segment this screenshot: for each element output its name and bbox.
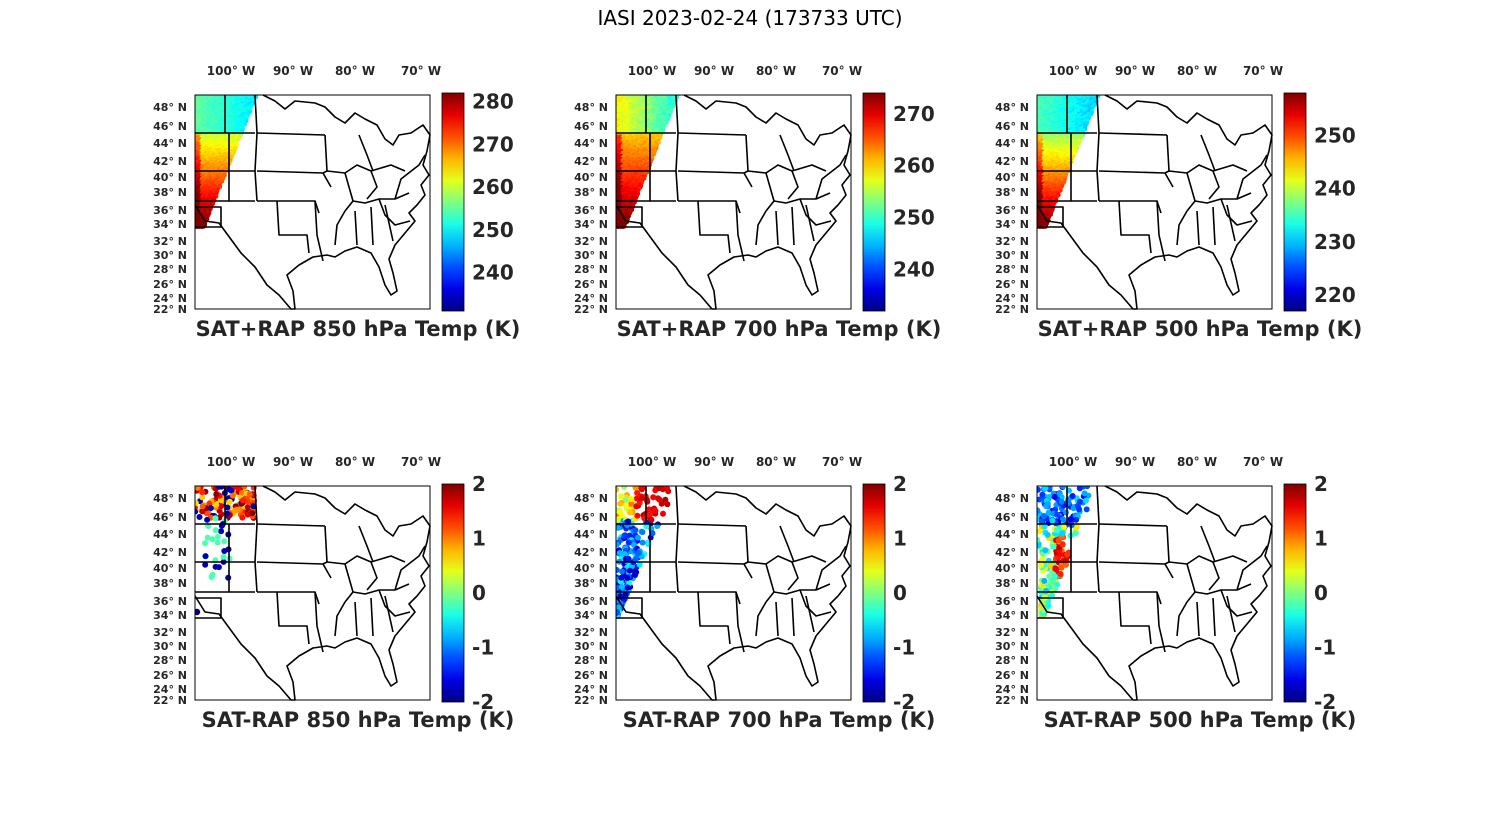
lat-tick-label: 24° N (574, 292, 608, 305)
lon-tick-label: 70° W (401, 64, 441, 78)
lat-tick-label: 48° N (574, 101, 608, 114)
lat-tick-label: 30° N (995, 249, 1029, 262)
map-svg: 100° W 90° W 80° W 70° W 48° N 46° N 44° N 42° … (995, 64, 1356, 316)
lat-tick-label: 46° N (995, 120, 1029, 133)
map-panel: 100° W 90° W 80° W 70° W 48° N 46° N 44° N 42° … (135, 60, 575, 360)
observation-swath (616, 95, 681, 229)
lon-tick-label: 70° W (1243, 64, 1283, 78)
coastline (615, 94, 852, 310)
lat-tick-label: 46° N (153, 120, 187, 133)
observation-swath (195, 95, 259, 229)
lat-tick-label: 34° N (153, 218, 187, 231)
colorbar-tick-label: 270 (893, 102, 935, 126)
lat-tick-label: 26° N (995, 278, 1029, 291)
lat-tick-label: 44° N (995, 137, 1029, 150)
lon-tick-label: 90° W (273, 64, 313, 78)
lat-tick-label: 32° N (153, 235, 187, 248)
lon-tick-label: 80° W (335, 64, 375, 78)
colorbar (862, 92, 886, 312)
lat-tick-label: 28° N (995, 263, 1029, 276)
observation-swath (1037, 95, 1101, 229)
colorbar-tick-label: 270 (472, 132, 514, 156)
lat-tick-label: 32° N (995, 235, 1029, 248)
lon-tick-label: 100° W (628, 64, 676, 78)
map-svg: 100° W 90° W 80° W 70° W 48° N 46° N 44° N 42° … (574, 64, 935, 316)
lat-tick-label: 24° N (995, 292, 1029, 305)
lat-tick-label: 42° N (153, 155, 187, 168)
map-frame (194, 94, 431, 310)
state-boundaries (616, 94, 847, 262)
lat-tick-label: 22° N (995, 303, 1029, 316)
lat-tick-label: 38° N (153, 186, 187, 199)
lat-tick-label: 44° N (153, 137, 187, 150)
colorbar-tick-label: 250 (472, 218, 514, 242)
lat-tick-label: 30° N (153, 249, 187, 262)
lat-tick-label: 44° N (574, 137, 608, 150)
lat-tick-label: 28° N (574, 263, 608, 276)
coastline (194, 94, 431, 310)
map-svg: 100° W 90° W 80° W 70° W 48° N 46° N 44° N 42° … (153, 64, 514, 316)
lat-tick-label: 42° N (574, 155, 608, 168)
lat-tick-label: 36° N (574, 204, 608, 217)
lat-tick-label: 30° N (574, 249, 608, 262)
lon-tick-label: 90° W (694, 64, 734, 78)
panel-title: SAT+RAP 700 hPa Temp (K) (616, 317, 942, 341)
colorbar-tick-label: 250 (893, 206, 935, 230)
colorbar-tick-label: 240 (893, 257, 935, 281)
lat-tick-label: 22° N (153, 303, 187, 316)
panel-title: SAT+RAP 850 hPa Temp (K) (195, 317, 521, 341)
lat-tick-label: 22° N (574, 303, 608, 316)
lat-tick-label: 48° N (995, 101, 1029, 114)
lat-tick-label: 38° N (574, 186, 608, 199)
map-panel: 100° W 90° W 80° W 70° W 48° N 46° N 44° N 42° … (977, 60, 1417, 360)
lon-tick-label: 90° W (1115, 64, 1155, 78)
lon-tick-label: 100° W (207, 64, 255, 78)
lat-tick-label: 38° N (995, 186, 1029, 199)
lat-tick-label: 26° N (574, 278, 608, 291)
lat-tick-label: 36° N (153, 204, 187, 217)
colorbar-tick-label: 260 (893, 154, 935, 178)
colorbar-tick-label: 240 (472, 261, 514, 285)
lat-tick-label: 48° N (153, 101, 187, 114)
colorbar (441, 92, 465, 312)
lon-tick-label: 80° W (1177, 64, 1217, 78)
lat-tick-label: 36° N (995, 204, 1029, 217)
colorbar-tick-label: 260 (472, 175, 514, 199)
state-boundaries (195, 94, 426, 262)
map-panel: 100° W 90° W 80° W 70° W 48° N 46° N 44° N 42° … (556, 60, 996, 360)
figure-title: IASI 2023-02-24 (173733 UTC) (597, 6, 903, 30)
lat-tick-label: 40° N (153, 171, 187, 184)
colorbar-tick-label: 280 (472, 90, 514, 114)
lat-tick-label: 40° N (574, 171, 608, 184)
lat-tick-label: 32° N (574, 235, 608, 248)
lat-tick-label: 26° N (153, 278, 187, 291)
lon-tick-label: 70° W (822, 64, 862, 78)
lat-tick-label: 46° N (574, 120, 608, 133)
lon-tick-label: 80° W (756, 64, 796, 78)
lon-tick-label: 100° W (1049, 64, 1097, 78)
lat-tick-label: 40° N (995, 171, 1029, 184)
lat-tick-label: 34° N (995, 218, 1029, 231)
lat-tick-label: 24° N (153, 292, 187, 305)
lat-tick-label: 42° N (995, 155, 1029, 168)
lat-tick-label: 34° N (574, 218, 608, 231)
map-frame (615, 94, 852, 310)
lat-tick-label: 28° N (153, 263, 187, 276)
